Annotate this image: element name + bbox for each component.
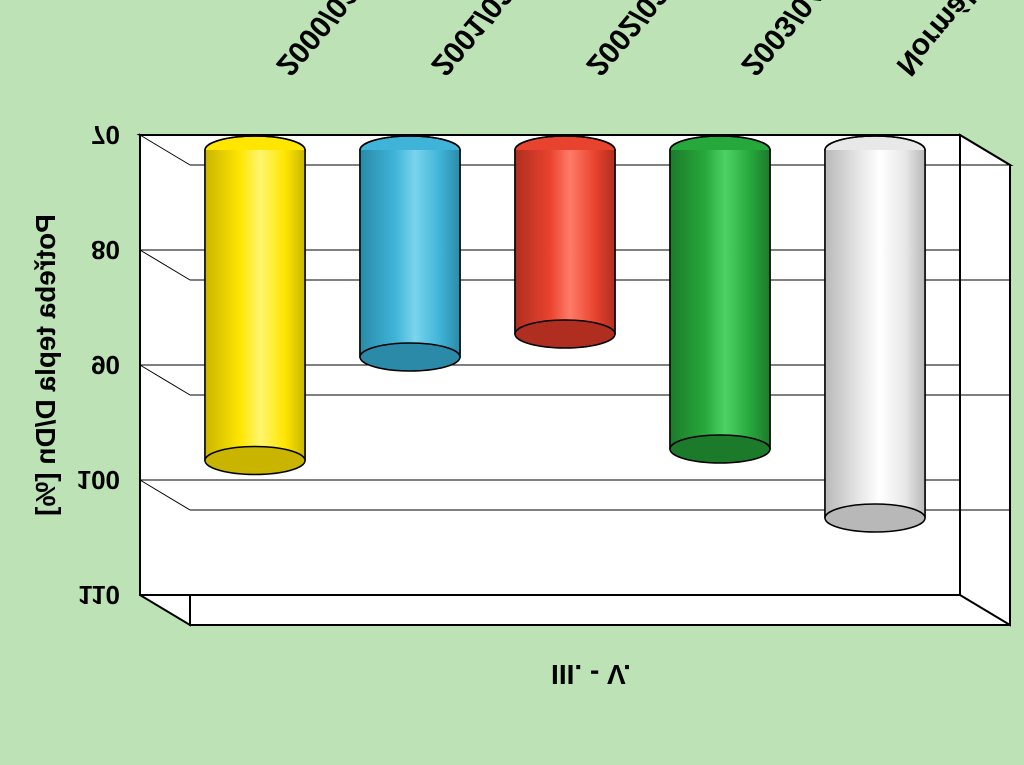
y-tick-label: 110	[78, 580, 120, 610]
bar-top	[670, 435, 770, 463]
y-tick-label: 80	[91, 235, 120, 265]
chart-svg: 708090100110Potřeba tepla D/Dn [%]2000/0…	[0, 0, 1024, 765]
bar-top	[825, 504, 925, 532]
x-axis-label: III. - V.	[551, 659, 631, 690]
chart-container: 708090100110Potřeba tepla D/Dn [%]2000/0…	[0, 0, 1024, 765]
y-axis-label: Potřeba tepla D/Dn [%]	[30, 214, 61, 516]
y-tick-label: 90	[91, 350, 120, 380]
bar-top	[360, 343, 460, 371]
bar-top	[205, 447, 305, 475]
y-tick-label: 100	[77, 465, 120, 495]
bar-top	[515, 320, 615, 348]
y-tick-label: 70	[91, 120, 120, 150]
